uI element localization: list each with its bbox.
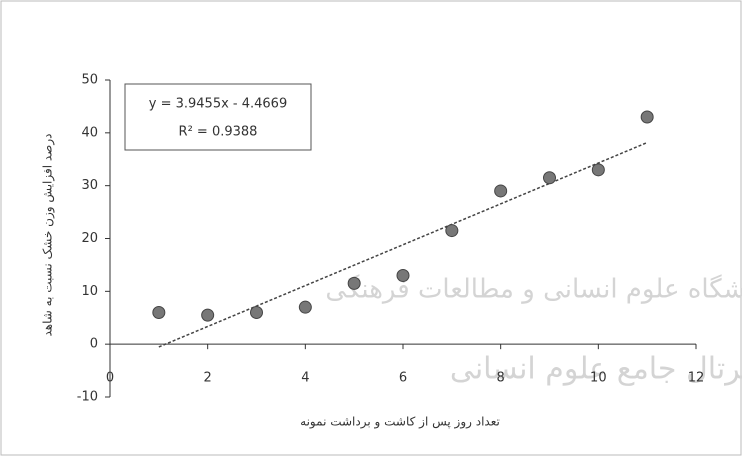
y-axis-label: درصد افزایش وزن خشک نسبت به شاهد <box>41 133 56 336</box>
point <box>591 163 605 177</box>
x-tick-label: 10 <box>590 371 607 386</box>
y-tick-label: 30 <box>81 178 98 193</box>
y-tick-label: -10 <box>77 390 98 405</box>
point <box>543 171 556 185</box>
equation-box <box>124 83 312 151</box>
point <box>640 110 654 124</box>
trendline <box>158 141 648 348</box>
watermark: پژوهشگاه علوم انسانی و مطالعات فرهنگی <box>325 274 742 305</box>
x-tick-label: 6 <box>399 371 407 386</box>
point <box>250 305 263 319</box>
point <box>298 300 312 314</box>
y-tick-label: 50 <box>81 73 98 88</box>
x-tick-label: 2 <box>204 371 212 386</box>
y-tick-label: 40 <box>81 125 98 140</box>
watermark: پرتال جامع علوم انسانی <box>450 352 742 387</box>
point <box>396 268 410 282</box>
x-tick-label: 0 <box>106 371 114 386</box>
y-tick-label: 20 <box>81 231 98 246</box>
point <box>201 308 215 322</box>
x-tick-label: 4 <box>301 371 309 386</box>
point <box>347 276 361 290</box>
equation: y = 3.9455x - 4.4669 <box>149 97 287 112</box>
x-axis-label: تعداد روز پس از کاشت و برداشت نمونه <box>300 415 500 430</box>
point <box>445 224 459 238</box>
x-tick-label: 12 <box>688 371 705 386</box>
y-tick-label: 0 <box>90 337 98 352</box>
x-tick-label: 8 <box>497 371 505 386</box>
point <box>152 305 166 319</box>
point <box>494 184 508 198</box>
r-squared: R² = 0.9388 <box>179 125 258 140</box>
y-tick-label: 10 <box>81 284 98 299</box>
